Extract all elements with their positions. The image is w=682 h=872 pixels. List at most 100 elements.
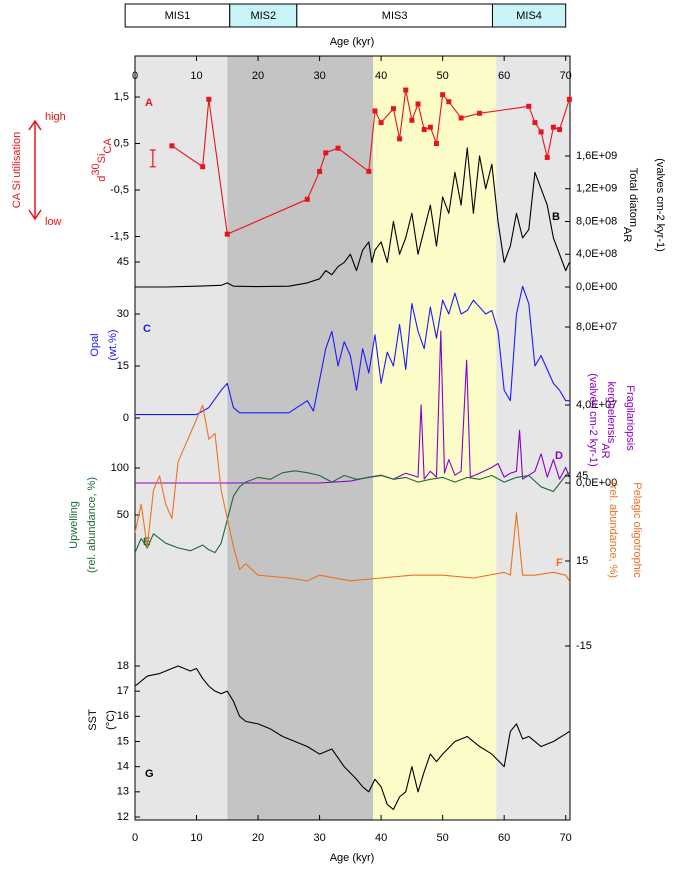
y-tick-label: 1,2E+09 [576, 183, 617, 195]
axis-label: Opal [89, 333, 101, 356]
data-point [397, 136, 403, 142]
data-point [544, 154, 550, 160]
data-point [532, 120, 538, 126]
annotation-high: high [45, 111, 66, 123]
data-point [477, 110, 483, 116]
arrow-head-up [28, 119, 42, 131]
y-tick-label: 0,0E+00 [576, 281, 617, 293]
axis-label-part: (valves cm-2 kyr-1) [587, 373, 599, 467]
arrow-head-down [28, 209, 42, 221]
data-point [446, 99, 452, 105]
data-point [200, 164, 206, 170]
data-point [427, 124, 433, 130]
axis-label-part: Upwelling [68, 501, 80, 549]
axis-label-part: Fragilariopsis [624, 385, 636, 451]
panel-letter: D [555, 450, 563, 462]
y-tick-label: 13 [117, 786, 129, 798]
data-line [134, 665, 570, 810]
stage-label: MIS4 [516, 10, 542, 22]
stage-label: MIS3 [382, 10, 408, 22]
data-line [135, 330, 570, 484]
axis-label-part: Total diatom [627, 168, 639, 227]
y-tick-label: -1,5 [110, 230, 129, 242]
stage-box [491, 3, 567, 28]
y-tick-label: 15 [117, 735, 129, 747]
y-tick-label: 8,0E+08 [576, 215, 617, 227]
axis-label-part: Si [96, 154, 108, 164]
data-line [134, 470, 570, 554]
data-point [421, 127, 427, 133]
y-tick-label: 17 [117, 685, 129, 697]
error-bar [149, 149, 156, 168]
data-point [366, 168, 372, 174]
y-tick-label: 0 [123, 412, 129, 424]
data-point [538, 129, 544, 135]
axis-label-part: (rel. abundance, %) [86, 477, 98, 573]
y-tick-label: 14 [117, 761, 129, 773]
data-point [433, 141, 439, 147]
x-tick-label-bottom: 20 [252, 832, 264, 844]
data-line [135, 147, 570, 288]
x-tick-label-bottom: 0 [132, 832, 138, 844]
x-axis-title-top: Age (kyr) [330, 36, 375, 48]
utilisation-arrow [28, 119, 42, 221]
y-tick-label: 15 [576, 555, 588, 567]
axis-label-part: AR [599, 443, 611, 458]
axis-label-part: 30 [90, 163, 102, 175]
y-tick-label: 12 [117, 811, 129, 823]
axis-label: Upwelling [68, 501, 80, 549]
y-tick-label: 8,0E+07 [576, 321, 617, 333]
axis-label: (valves cm-2 kyr-1) [654, 158, 666, 252]
axis-label-part: kerguelensis [605, 381, 617, 443]
axis-label-part: (°C) [105, 710, 117, 730]
y-tick-label: 1,5 [114, 91, 129, 103]
x-tick-label-top: 10 [190, 70, 202, 82]
axis-label-part: Opal [89, 333, 101, 356]
data-point [557, 127, 563, 133]
data-point [458, 115, 464, 121]
data-line [134, 404, 570, 582]
data-point [390, 106, 396, 112]
y-tick-label: 15 [117, 360, 129, 372]
axis-label: Fragilariopsis [624, 385, 636, 451]
panel-letter: B [552, 211, 560, 223]
data-point [550, 124, 556, 130]
data-point [206, 96, 212, 102]
x-tick-label-bottom: 60 [498, 832, 510, 844]
data-point [335, 145, 341, 151]
data-point [317, 168, 323, 174]
y-tick-label: 100 [111, 462, 129, 474]
x-tick-label-top: 50 [437, 70, 449, 82]
y-tick-label: 4,0E+07 [576, 399, 617, 411]
panel-letter: G [145, 768, 154, 780]
axis-label-part: Pelagic oligotrophic [631, 482, 643, 578]
data-point [526, 103, 532, 109]
axis-label-part: AR [621, 227, 633, 242]
y-tick-label: 18 [117, 660, 129, 672]
x-tick-label-top: 40 [375, 70, 387, 82]
axis-label: d30SiCA [90, 138, 114, 182]
y-tick-label: 45 [117, 256, 129, 268]
data-point [304, 196, 310, 202]
plot-frame [134, 55, 571, 821]
y-tick-label: 0,5 [114, 137, 129, 149]
panel-letter: C [143, 323, 151, 335]
y-tick-label: 30 [117, 308, 129, 320]
axis-label: kerguelensisAR [599, 381, 617, 458]
axis-label-part: (rel. abundance, %) [607, 482, 619, 578]
x-axis-title-bottom: Age (kyr) [330, 852, 375, 864]
shade-band [496, 56, 570, 820]
y-tick-label: -0,5 [110, 184, 129, 196]
x-tick-label-bottom: 10 [190, 832, 202, 844]
axis-label: SST [87, 709, 99, 731]
data-point [169, 143, 175, 149]
y-tick-label: -15 [576, 640, 592, 652]
shade-band [135, 56, 228, 820]
data-point [403, 87, 409, 93]
data-line [135, 285, 570, 416]
data-point [415, 101, 421, 107]
axis-label: (°C) [105, 710, 117, 730]
data-point [323, 150, 329, 156]
y-tick-label: 1,6E+09 [576, 150, 617, 162]
